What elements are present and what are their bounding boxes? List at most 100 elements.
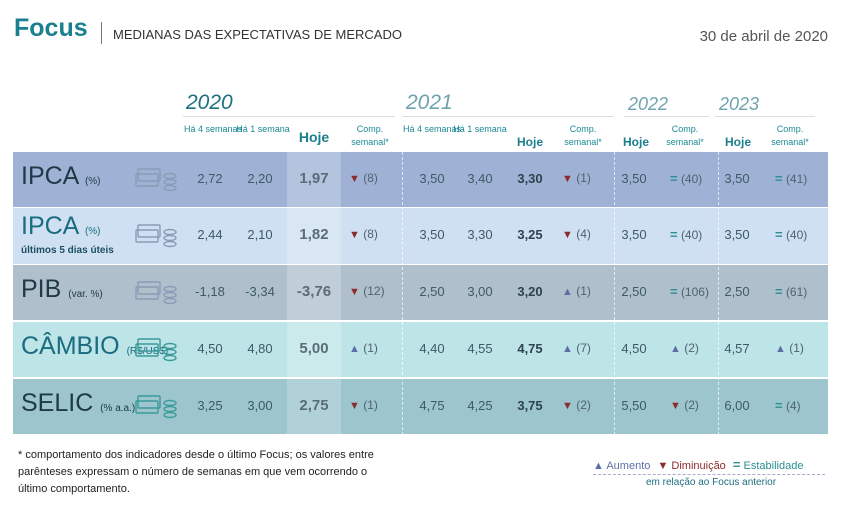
down-triangle-icon: ▼ <box>349 400 360 412</box>
weekly-comparison: ▼ (8) <box>349 171 378 185</box>
column-header-ha4: Há 4 semanas <box>183 124 243 134</box>
down-triangle-icon: ▼ <box>349 286 360 298</box>
indicator-row <box>13 208 828 264</box>
column-header-comp: Comp. semanal* <box>564 124 602 147</box>
indicator-unit: (var. %) <box>68 289 103 300</box>
weekly-comparison: ▼ (1) <box>562 171 591 185</box>
indicator-subtitle: últimos 5 dias úteis <box>21 245 114 256</box>
value-cell: 2,50 <box>419 284 445 299</box>
indicator-row <box>13 322 828 377</box>
rate-chart-icon <box>135 395 177 419</box>
down-triangle-icon: ▼ <box>562 173 573 185</box>
weekly-comparison: = (106) <box>670 284 709 299</box>
value-cell: 1,82 <box>299 226 329 243</box>
weekly-comparison: ▲ (2) <box>670 341 699 355</box>
divider <box>402 116 614 117</box>
year-2021: 2021 <box>406 91 453 114</box>
weekly-comparison: = (61) <box>775 284 808 299</box>
column-header-ha4: Há 4 semanas <box>402 124 462 134</box>
legend-stable: Estabilidade <box>743 460 804 472</box>
footnote: * comportamento dos indicadores desde o … <box>18 449 374 495</box>
column-header-ha1: Há 1 semana <box>236 124 290 134</box>
indicator-name: IPCA (%) <box>21 212 101 240</box>
value-cell: 4,25 <box>467 398 493 413</box>
column-header-comp: Comp. semanal* <box>771 124 809 147</box>
weekly-comparison: ▼ (1) <box>349 398 378 412</box>
up-triangle-icon: ▲ <box>593 460 604 472</box>
indicator-row <box>13 265 828 320</box>
value-cell: 3,30 <box>467 227 493 242</box>
value-cell: 4,75 <box>419 398 445 413</box>
value-cell: 5,00 <box>299 340 329 357</box>
value-cell: 3,50 <box>419 171 445 186</box>
column-header-comp: Comp. semanal* <box>666 124 704 147</box>
down-triangle-icon: ▼ <box>562 400 573 412</box>
indicator-row <box>13 379 828 434</box>
equals-icon: = <box>775 398 783 413</box>
column-header-hoje: Hoje <box>516 135 543 149</box>
divider <box>614 152 615 435</box>
year-2023: 2023 <box>719 94 760 114</box>
equals-icon: = <box>775 284 783 299</box>
weekly-comparison: ▲ (7) <box>562 341 591 355</box>
factory-tractor-icon <box>135 281 177 305</box>
column-header-hoje: Hoje <box>724 135 751 149</box>
value-cell: 3,50 <box>724 171 750 186</box>
value-cell: 2,50 <box>724 284 750 299</box>
up-triangle-icon: ▲ <box>349 343 360 355</box>
weekly-comparison: ▲ (1) <box>562 284 591 298</box>
report-date: 30 de abril de 2020 <box>699 28 828 45</box>
down-triangle-icon: ▼ <box>349 229 360 241</box>
year-2020: 2020 <box>186 91 233 114</box>
divider <box>183 116 395 117</box>
column-header-hoje: Hoje <box>622 135 649 149</box>
value-cell: 3,25 <box>517 227 543 242</box>
value-cell: 3,50 <box>621 171 647 186</box>
legend: ▲ Aumento ▼ Diminuição = Estabilidade <box>593 457 803 472</box>
column-header-comp: Comp. semanal* <box>351 124 389 147</box>
value-cell: 3,20 <box>517 284 543 299</box>
up-triangle-icon: ▲ <box>670 343 681 355</box>
weekly-comparison: ▼ (12) <box>349 284 385 298</box>
up-triangle-icon: ▲ <box>775 343 786 355</box>
divider <box>101 22 102 44</box>
indicator-row <box>13 152 828 207</box>
subtitle: MEDIANAS DAS EXPECTATIVAS DE MERCADO <box>113 27 402 42</box>
weekly-comparison: ▼ (4) <box>562 227 591 241</box>
divider <box>718 152 719 435</box>
dollar-exchange-icon <box>135 338 177 362</box>
value-cell: 3,50 <box>724 227 750 242</box>
indicator-name: IPCA (%) <box>21 162 101 190</box>
indicator-unit: (%) <box>84 176 101 187</box>
down-triangle-icon: ▼ <box>657 460 669 472</box>
value-cell: 3,40 <box>467 171 493 186</box>
value-cell: 4,40 <box>419 341 445 356</box>
value-cell: 3,25 <box>197 398 223 413</box>
column-header-hoje: Hoje <box>298 129 330 145</box>
divider <box>402 152 403 435</box>
value-cell: 4,75 <box>517 341 543 356</box>
down-triangle-icon: ▼ <box>670 400 681 412</box>
value-cell: 6,00 <box>724 398 750 413</box>
divider <box>593 474 825 475</box>
value-cell: 2,50 <box>621 284 647 299</box>
value-cell: -3,34 <box>245 284 275 299</box>
value-cell: 2,75 <box>299 397 329 414</box>
value-cell: 4,80 <box>247 341 273 356</box>
legend-note: em relação ao Focus anterior <box>646 477 777 488</box>
column-header-ha1: Há 1 semana <box>453 124 507 134</box>
indicator-name: SELIC (% a.a.) <box>21 389 136 417</box>
value-cell: 1,97 <box>299 170 329 187</box>
value-cell: 3,00 <box>467 284 493 299</box>
value-cell: 3,50 <box>419 227 445 242</box>
value-cell: 3,00 <box>247 398 273 413</box>
value-cell: 2,44 <box>197 227 223 242</box>
value-cell: 2,20 <box>247 171 273 186</box>
up-triangle-icon: ▲ <box>562 343 573 355</box>
weekly-comparison: ▼ (2) <box>670 398 699 412</box>
equals-icon: = <box>670 227 678 242</box>
value-cell: -3,76 <box>296 283 332 300</box>
brand-title: Focus <box>14 14 88 42</box>
value-cell: 2,10 <box>247 227 273 242</box>
